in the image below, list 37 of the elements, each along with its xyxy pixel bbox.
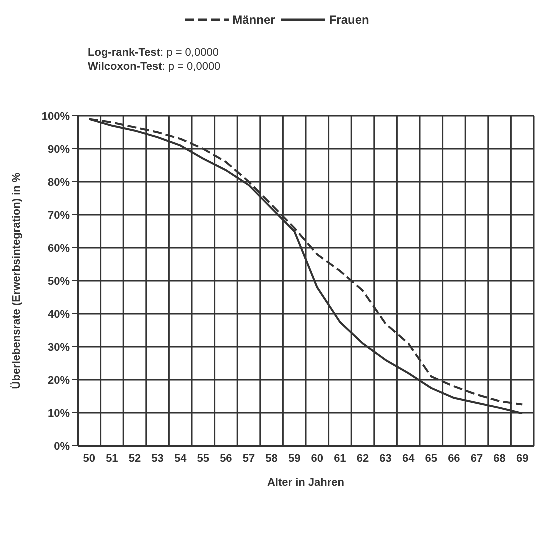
y-tick-label: 60% <box>48 242 70 255</box>
x-tick-label: 61 <box>334 452 346 465</box>
x-tick-label: 55 <box>197 452 210 465</box>
y-tick-label: 70% <box>48 210 70 222</box>
x-tick-label: 56 <box>220 452 232 465</box>
legend-label: Frauen <box>329 13 370 27</box>
y-tick-label: 100% <box>42 110 70 123</box>
y-tick-label: 10% <box>48 408 70 420</box>
x-tick-label: 57 <box>242 452 256 465</box>
legend-label: Männer <box>232 13 276 27</box>
y-tick-label: 0% <box>54 440 70 453</box>
x-axis-title: Alter in Jahren <box>267 477 345 489</box>
x-tick-label: 63 <box>380 452 392 465</box>
x-tick-label: 50 <box>83 452 96 465</box>
x-tick-label: 67 <box>470 452 484 465</box>
x-tick-label: 54 <box>174 452 188 465</box>
x-tick-label: 51 <box>106 452 118 465</box>
x-tick-label: 66 <box>448 452 460 465</box>
y-tick-label: 30% <box>48 342 70 354</box>
x-tick-label: 60 <box>311 452 324 465</box>
x-tick-label: 64 <box>402 452 416 465</box>
y-tick-label: 80% <box>48 176 70 189</box>
x-tick-label: 59 <box>288 452 301 465</box>
x-tick-label: 58 <box>266 452 278 465</box>
x-tick-label: 69 <box>516 452 529 465</box>
text: Log-rank-Test: p = 0,0000 <box>88 46 220 60</box>
y-tick-label: 20% <box>48 374 70 387</box>
x-tick-label: 62 <box>356 452 370 465</box>
y-tick-label: 40% <box>48 308 70 321</box>
x-tick-label: 53 <box>152 452 164 465</box>
y-tick-label: 90% <box>48 144 70 156</box>
text: Wilcoxon-Test: p = 0,0000 <box>88 60 222 74</box>
x-tick-label: 65 <box>425 452 438 465</box>
x-tick-label: 68 <box>494 452 506 465</box>
y-axis-title: Überlebensrate (Erwerbsintegration) in % <box>10 172 23 390</box>
y-tick-label: 50% <box>48 276 70 288</box>
x-tick-label: 52 <box>128 452 142 465</box>
